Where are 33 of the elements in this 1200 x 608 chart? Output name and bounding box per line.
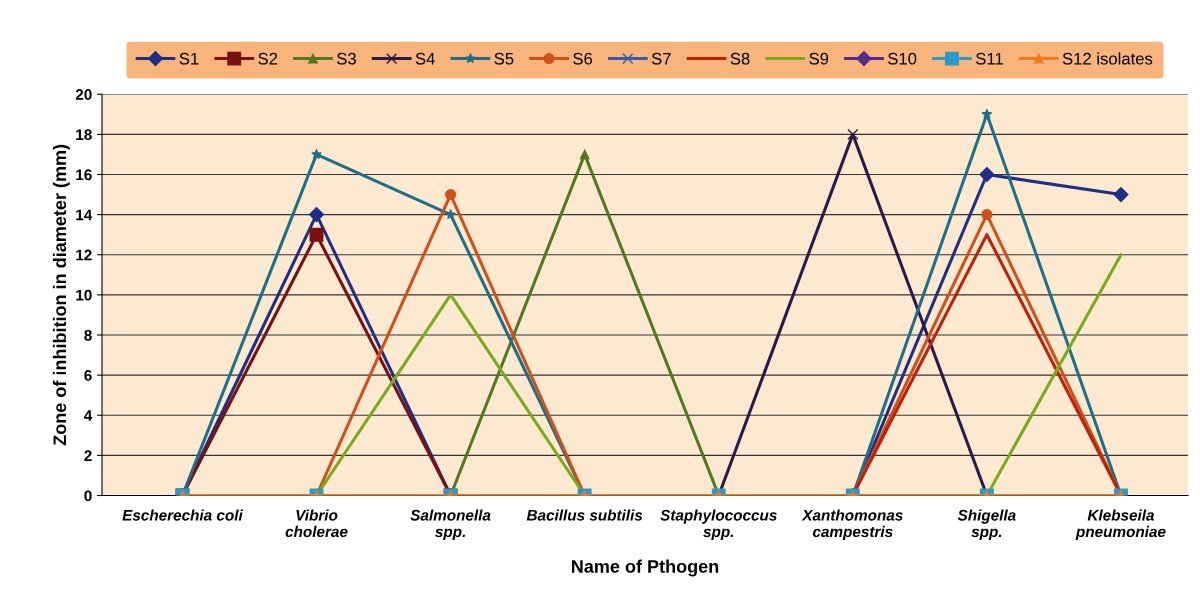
y-tick-label: 16 [76, 169, 92, 181]
y-tick-label: 8 [84, 329, 92, 341]
x-axis-title: Name of Pthogen [571, 559, 719, 577]
x-tick-label: Klebseila pneumoniae [1075, 509, 1166, 541]
legend-label: S4 [415, 52, 435, 65]
x-tick-label: Xanthomonas campestris [801, 509, 903, 541]
y-tick-label: 20 [75, 89, 92, 100]
legend-label: S2 [258, 52, 278, 65]
y-tick-label: 14 [76, 209, 93, 221]
legend-label: S8 [730, 52, 750, 65]
y-tick-label: 18 [76, 129, 92, 141]
y-tick-label: 10 [76, 289, 92, 301]
x-tick-label: Vibrio cholerae [285, 509, 348, 538]
legend-label: S7 [651, 52, 671, 65]
x-tick-label: Salmonella spp. [410, 509, 491, 541]
x-tick-label: Escherechia coli [122, 509, 244, 521]
legend-label: S10 [888, 52, 917, 65]
legend-label: S11 [976, 52, 1003, 65]
y-tick-label: 2 [84, 450, 92, 461]
x-tick-label: Bacillus subtilis [526, 509, 643, 521]
legend-label: S1 [179, 52, 199, 65]
legend-label: S5 [494, 52, 514, 65]
y-tick-label: 6 [84, 370, 92, 381]
legend-label: S9 [809, 52, 829, 65]
x-tick-label: Shigella spp. [957, 509, 1016, 541]
legend-label: S12 isolates [1062, 52, 1153, 65]
y-tick-label: 12 [76, 249, 92, 261]
x-tick-label: Staphylococcus spp. [660, 509, 777, 541]
legend-label: S6 [573, 52, 593, 65]
y-tick-label: 4 [84, 410, 93, 421]
y-tick-label: 0 [84, 490, 92, 502]
y-axis-title: Zone of inhibition in diameter (mm) [52, 144, 70, 446]
legend-label: S3 [337, 52, 356, 65]
